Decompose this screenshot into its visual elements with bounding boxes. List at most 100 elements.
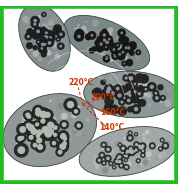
Circle shape [162, 97, 164, 99]
Circle shape [154, 155, 159, 160]
Circle shape [111, 91, 115, 95]
Circle shape [142, 82, 148, 87]
Circle shape [61, 113, 68, 119]
Circle shape [130, 150, 134, 154]
Circle shape [130, 158, 133, 162]
Circle shape [125, 159, 127, 161]
Circle shape [106, 42, 108, 44]
Circle shape [81, 133, 85, 137]
Circle shape [145, 93, 147, 95]
Circle shape [55, 57, 59, 61]
Circle shape [46, 45, 52, 51]
Circle shape [23, 149, 28, 154]
Circle shape [54, 54, 60, 60]
Circle shape [115, 160, 119, 163]
Circle shape [99, 36, 104, 41]
Circle shape [127, 80, 129, 82]
Circle shape [120, 85, 128, 93]
Circle shape [47, 126, 54, 134]
Circle shape [50, 43, 57, 50]
Circle shape [140, 91, 143, 95]
Circle shape [123, 164, 130, 170]
Circle shape [62, 140, 64, 142]
Circle shape [57, 130, 69, 142]
Circle shape [136, 88, 139, 91]
Circle shape [41, 12, 46, 17]
Circle shape [41, 52, 47, 57]
Circle shape [123, 97, 126, 99]
Circle shape [118, 160, 121, 163]
Circle shape [137, 164, 140, 167]
Circle shape [52, 128, 56, 132]
Circle shape [134, 132, 138, 136]
Circle shape [141, 144, 145, 148]
Circle shape [31, 141, 40, 149]
Circle shape [48, 128, 54, 135]
Circle shape [124, 90, 130, 95]
Circle shape [27, 35, 30, 38]
Circle shape [47, 34, 56, 42]
Circle shape [158, 84, 164, 90]
Circle shape [94, 36, 100, 43]
Circle shape [143, 80, 151, 87]
Circle shape [36, 129, 42, 135]
Circle shape [99, 145, 103, 149]
Circle shape [110, 85, 115, 90]
Circle shape [59, 33, 63, 36]
Circle shape [42, 44, 46, 47]
Circle shape [22, 16, 29, 23]
Circle shape [105, 57, 108, 60]
Circle shape [61, 130, 63, 132]
Circle shape [119, 45, 123, 49]
Circle shape [47, 20, 50, 23]
Circle shape [111, 50, 113, 52]
Circle shape [103, 162, 105, 164]
Circle shape [117, 44, 120, 47]
Circle shape [135, 50, 141, 55]
Circle shape [124, 93, 127, 95]
Circle shape [98, 36, 108, 46]
Circle shape [127, 106, 133, 112]
Circle shape [142, 92, 148, 97]
Circle shape [101, 41, 107, 47]
Circle shape [124, 149, 131, 155]
Circle shape [123, 153, 130, 159]
Circle shape [32, 32, 40, 40]
Text: 220°C: 220°C [69, 78, 94, 88]
Circle shape [129, 76, 133, 81]
Circle shape [32, 119, 36, 123]
Circle shape [127, 150, 130, 153]
Circle shape [40, 53, 44, 57]
Circle shape [33, 132, 40, 138]
Circle shape [94, 154, 100, 160]
Circle shape [14, 143, 28, 157]
Circle shape [114, 84, 122, 93]
Circle shape [116, 74, 122, 81]
Circle shape [27, 124, 35, 131]
Circle shape [116, 106, 120, 111]
Circle shape [54, 23, 58, 27]
Circle shape [122, 92, 127, 98]
Circle shape [73, 124, 79, 131]
Circle shape [116, 50, 123, 56]
Circle shape [86, 119, 90, 122]
Circle shape [127, 99, 130, 102]
Circle shape [60, 120, 69, 129]
Circle shape [118, 155, 121, 159]
Circle shape [132, 143, 135, 146]
Circle shape [125, 161, 132, 167]
Circle shape [106, 156, 110, 160]
Circle shape [107, 47, 112, 52]
Circle shape [93, 40, 95, 42]
Circle shape [59, 143, 66, 150]
Circle shape [33, 28, 41, 36]
Circle shape [41, 127, 55, 141]
Circle shape [100, 42, 102, 44]
Circle shape [52, 29, 58, 35]
Circle shape [151, 84, 153, 86]
Circle shape [19, 143, 25, 149]
Circle shape [48, 42, 50, 45]
Circle shape [161, 139, 163, 141]
Circle shape [102, 36, 108, 41]
Circle shape [35, 118, 38, 121]
